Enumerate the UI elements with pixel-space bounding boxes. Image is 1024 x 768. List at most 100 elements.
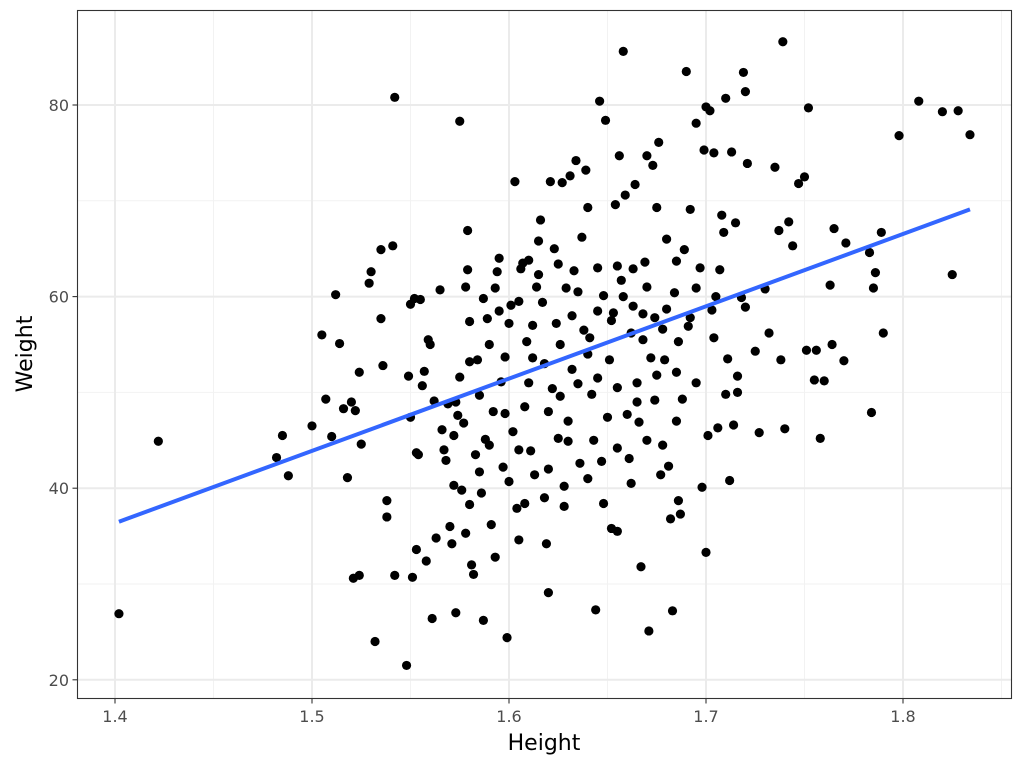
data-point <box>484 339 494 350</box>
data-point <box>571 155 581 166</box>
data-point <box>642 435 652 445</box>
data-point <box>520 402 530 412</box>
data-point <box>675 509 685 519</box>
data-point <box>474 390 485 400</box>
data-point <box>514 535 524 545</box>
data-point <box>695 263 705 273</box>
data-point <box>894 131 904 141</box>
data-point <box>545 177 555 187</box>
data-point <box>585 333 595 343</box>
data-point <box>589 435 599 445</box>
data-point <box>707 305 717 315</box>
data-point <box>457 485 467 495</box>
data-point <box>490 552 500 562</box>
data-point <box>388 241 398 251</box>
data-point <box>593 306 603 316</box>
data-point <box>866 407 877 418</box>
data-point <box>342 473 353 483</box>
data-point <box>660 355 670 365</box>
data-point <box>575 458 585 468</box>
data-point <box>401 660 412 671</box>
x-tick-label: 1.4 <box>102 707 127 726</box>
data-point <box>598 498 609 509</box>
data-point <box>356 439 366 449</box>
data-point <box>364 278 374 288</box>
data-point <box>723 354 733 364</box>
data-point <box>937 107 948 117</box>
data-point <box>595 96 605 106</box>
data-point <box>662 304 672 314</box>
data-point <box>876 227 886 238</box>
data-point <box>593 263 603 273</box>
data-point <box>616 275 626 285</box>
data-point <box>555 339 565 350</box>
data-point <box>514 296 524 306</box>
data-point <box>455 372 465 382</box>
data-point <box>654 137 664 147</box>
data-point <box>691 118 701 128</box>
data-point <box>382 496 392 506</box>
data-point <box>612 261 622 271</box>
data-point <box>784 217 794 227</box>
y-tick-label: 80 <box>49 96 69 115</box>
data-point <box>947 269 957 280</box>
data-point <box>809 375 819 385</box>
data-point <box>484 440 494 450</box>
data-point <box>441 455 451 466</box>
data-point <box>490 283 500 293</box>
x-axis: 1.4 1.5 1.6 1.7 1.8 <box>102 707 915 726</box>
data-point <box>331 290 341 300</box>
data-point <box>815 433 825 443</box>
data-point <box>632 397 642 407</box>
data-point <box>502 633 512 643</box>
data-point <box>498 462 508 472</box>
x-tick-label: 1.6 <box>496 707 521 726</box>
data-point <box>604 355 615 365</box>
data-point <box>461 528 471 538</box>
data-point <box>671 416 682 426</box>
data-point <box>614 151 624 161</box>
data-point <box>583 474 593 484</box>
data-point <box>618 292 628 302</box>
data-point <box>776 355 786 365</box>
data-point <box>725 475 735 486</box>
data-point <box>652 202 662 213</box>
data-point <box>577 232 587 242</box>
data-point <box>663 461 674 471</box>
data-point <box>673 496 684 506</box>
data-point <box>531 282 542 292</box>
data-points <box>114 37 975 671</box>
data-point <box>508 427 518 437</box>
data-point <box>153 436 163 446</box>
data-point <box>618 46 628 56</box>
data-point <box>317 330 327 340</box>
data-point <box>476 488 487 498</box>
data-point <box>543 406 554 417</box>
data-point <box>778 37 788 47</box>
data-point <box>671 256 682 266</box>
data-point <box>713 423 723 433</box>
data-point <box>593 373 603 383</box>
data-point <box>965 130 975 140</box>
data-point <box>650 313 660 323</box>
data-point <box>811 345 821 355</box>
data-point <box>463 265 473 275</box>
data-point <box>468 569 479 580</box>
data-point <box>354 570 364 580</box>
data-point <box>671 367 682 377</box>
data-point <box>640 257 650 267</box>
data-point <box>673 337 684 347</box>
data-point <box>563 416 573 426</box>
data-point <box>596 456 607 466</box>
data-point <box>638 335 648 345</box>
data-point <box>474 467 485 477</box>
data-point <box>606 315 617 326</box>
data-point <box>685 313 695 323</box>
data-point <box>793 178 804 189</box>
data-point <box>543 588 554 598</box>
data-point <box>612 383 622 393</box>
data-point <box>667 606 678 616</box>
y-tick-label: 20 <box>49 671 69 690</box>
data-point <box>662 234 672 244</box>
data-point <box>573 379 583 389</box>
